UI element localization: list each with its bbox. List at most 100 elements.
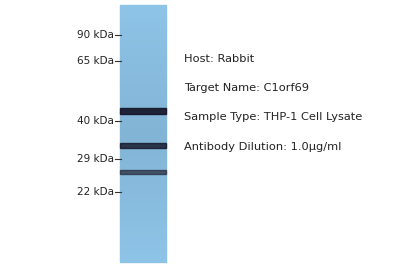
- Bar: [120, 215, 166, 218]
- Text: Sample Type: THP-1 Cell Lysate: Sample Type: THP-1 Cell Lysate: [184, 112, 362, 123]
- Bar: [120, 111, 166, 113]
- Bar: [120, 172, 166, 175]
- Bar: [120, 82, 166, 85]
- Bar: [120, 208, 166, 210]
- Bar: [120, 187, 166, 190]
- Bar: [120, 239, 166, 241]
- Bar: [120, 95, 166, 98]
- Text: Host: Rabbit: Host: Rabbit: [184, 54, 254, 64]
- Bar: [120, 146, 166, 149]
- Text: 65 kDa: 65 kDa: [77, 56, 114, 66]
- Bar: [120, 241, 166, 244]
- Bar: [120, 92, 166, 95]
- Bar: [120, 136, 166, 139]
- Bar: [120, 198, 166, 200]
- Text: 90 kDa: 90 kDa: [77, 30, 114, 40]
- Bar: [120, 98, 166, 100]
- Bar: [120, 105, 166, 108]
- Text: Antibody Dilution: 1.0µg/ml: Antibody Dilution: 1.0µg/ml: [184, 142, 341, 152]
- Text: 29 kDa: 29 kDa: [77, 154, 114, 164]
- Bar: [120, 236, 166, 239]
- Text: 22 kDa: 22 kDa: [77, 187, 114, 197]
- Bar: [120, 143, 166, 148]
- Bar: [120, 44, 166, 46]
- Bar: [120, 62, 166, 64]
- Bar: [120, 67, 166, 69]
- Bar: [120, 254, 166, 257]
- Bar: [120, 185, 166, 187]
- Bar: [120, 259, 166, 262]
- Bar: [120, 162, 166, 164]
- Bar: [120, 113, 166, 116]
- Bar: [120, 159, 166, 162]
- Bar: [120, 246, 166, 249]
- Bar: [120, 57, 166, 59]
- Bar: [120, 205, 166, 208]
- Bar: [120, 80, 166, 82]
- Bar: [120, 154, 166, 156]
- Bar: [120, 228, 166, 231]
- Bar: [120, 52, 166, 54]
- Bar: [120, 190, 166, 193]
- Bar: [120, 223, 166, 226]
- Bar: [120, 36, 166, 39]
- Bar: [120, 144, 166, 146]
- Bar: [120, 170, 166, 174]
- Bar: [120, 180, 166, 182]
- Bar: [120, 249, 166, 252]
- Bar: [120, 90, 166, 92]
- Bar: [120, 141, 166, 144]
- Text: Target Name: C1orf69: Target Name: C1orf69: [184, 83, 309, 93]
- Bar: [120, 218, 166, 221]
- Bar: [120, 195, 166, 198]
- Bar: [120, 15, 166, 18]
- Bar: [120, 49, 166, 52]
- Bar: [120, 257, 166, 259]
- Bar: [120, 231, 166, 233]
- Bar: [120, 39, 166, 41]
- Bar: [120, 46, 166, 49]
- Bar: [120, 252, 166, 254]
- Bar: [120, 77, 166, 80]
- Bar: [120, 85, 166, 87]
- Bar: [120, 10, 166, 13]
- Bar: [120, 226, 166, 228]
- Bar: [120, 26, 166, 28]
- Bar: [120, 167, 166, 169]
- Bar: [120, 175, 166, 177]
- Bar: [120, 64, 166, 67]
- Bar: [120, 23, 166, 26]
- Bar: [120, 116, 166, 118]
- Bar: [120, 5, 166, 8]
- Bar: [120, 34, 166, 36]
- Text: 40 kDa: 40 kDa: [77, 116, 114, 127]
- Bar: [120, 108, 166, 114]
- Bar: [120, 203, 166, 205]
- Bar: [120, 118, 166, 121]
- Bar: [120, 31, 166, 34]
- Bar: [120, 121, 166, 123]
- Bar: [120, 100, 166, 103]
- Bar: [120, 41, 166, 44]
- Bar: [120, 69, 166, 72]
- Bar: [120, 128, 166, 131]
- Bar: [120, 59, 166, 62]
- Bar: [120, 193, 166, 195]
- Bar: [120, 221, 166, 223]
- Bar: [120, 28, 166, 31]
- Bar: [120, 182, 166, 185]
- Bar: [120, 8, 166, 10]
- Bar: [120, 72, 166, 74]
- Bar: [120, 134, 166, 136]
- Bar: [120, 200, 166, 203]
- Bar: [120, 210, 166, 213]
- Bar: [120, 21, 166, 23]
- Bar: [120, 169, 166, 172]
- Bar: [120, 131, 166, 134]
- Bar: [120, 54, 166, 57]
- Bar: [120, 177, 166, 180]
- Bar: [120, 149, 166, 151]
- Bar: [120, 108, 166, 111]
- Bar: [120, 164, 166, 167]
- Bar: [120, 13, 166, 15]
